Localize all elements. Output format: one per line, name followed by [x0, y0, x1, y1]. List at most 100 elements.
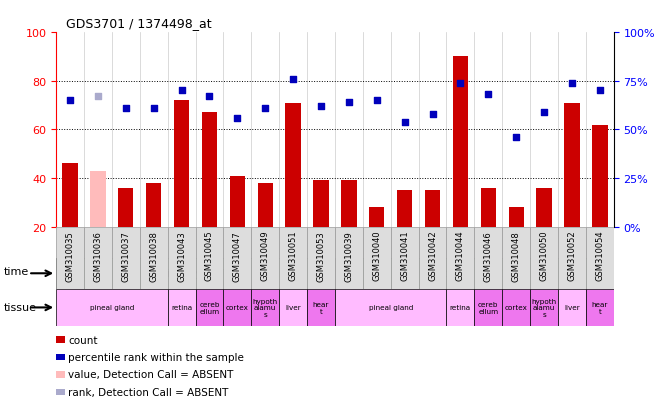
Bar — [257, 183, 273, 227]
Text: GSM310039: GSM310039 — [345, 230, 353, 281]
FancyBboxPatch shape — [84, 227, 112, 289]
Point — [511, 135, 521, 141]
Bar — [314, 181, 329, 227]
Bar — [369, 208, 384, 227]
Point — [288, 76, 298, 83]
Point — [595, 88, 605, 95]
Text: GSM310043: GSM310043 — [177, 230, 186, 281]
Text: value, Detection Call = ABSENT: value, Detection Call = ABSENT — [68, 370, 234, 380]
FancyBboxPatch shape — [530, 289, 558, 326]
Text: GSM310041: GSM310041 — [400, 230, 409, 281]
Text: midnight (ZT19): midnight (ZT19) — [429, 268, 520, 279]
FancyBboxPatch shape — [530, 227, 558, 289]
Text: GSM310053: GSM310053 — [317, 230, 325, 281]
FancyBboxPatch shape — [140, 227, 168, 289]
Text: rank, Detection Call = ABSENT: rank, Detection Call = ABSENT — [68, 387, 228, 397]
Point — [121, 105, 131, 112]
Bar — [174, 101, 189, 227]
Text: cortex: cortex — [505, 305, 527, 311]
Text: GSM310050: GSM310050 — [540, 230, 548, 281]
Bar — [146, 183, 161, 227]
FancyBboxPatch shape — [363, 227, 391, 289]
FancyBboxPatch shape — [335, 227, 363, 289]
Text: hear
t: hear t — [591, 301, 608, 314]
FancyBboxPatch shape — [475, 289, 502, 326]
Point — [204, 94, 214, 100]
Text: pineal gland: pineal gland — [90, 305, 134, 311]
Text: cereb
ellum: cereb ellum — [199, 301, 220, 314]
Text: tissue: tissue — [3, 303, 36, 313]
FancyBboxPatch shape — [223, 227, 251, 289]
Bar — [286, 103, 301, 227]
Text: pineal gland: pineal gland — [368, 305, 413, 311]
Bar — [230, 176, 245, 227]
Text: liver: liver — [564, 305, 580, 311]
Text: time: time — [3, 267, 28, 277]
Text: retina: retina — [450, 305, 471, 311]
Bar — [592, 125, 607, 227]
Text: liver: liver — [285, 305, 301, 311]
Bar — [425, 191, 440, 227]
FancyBboxPatch shape — [558, 289, 586, 326]
Point — [232, 115, 243, 122]
Text: GSM310049: GSM310049 — [261, 230, 270, 281]
FancyBboxPatch shape — [251, 289, 279, 326]
Point — [427, 111, 438, 118]
Point — [539, 109, 549, 116]
Text: GSM310042: GSM310042 — [428, 230, 437, 281]
Text: count: count — [68, 335, 98, 345]
Point — [399, 119, 410, 126]
Text: GDS3701 / 1374498_at: GDS3701 / 1374498_at — [66, 17, 212, 29]
Text: GSM310037: GSM310037 — [121, 230, 130, 281]
Point — [92, 94, 103, 100]
Text: GSM310052: GSM310052 — [568, 230, 576, 281]
Bar — [118, 188, 133, 227]
Text: hypoth
alamu
s: hypoth alamu s — [253, 298, 278, 317]
FancyBboxPatch shape — [279, 227, 307, 289]
FancyBboxPatch shape — [168, 289, 195, 326]
FancyBboxPatch shape — [307, 227, 335, 289]
Bar — [341, 181, 356, 227]
Point — [65, 97, 75, 104]
Point — [176, 88, 187, 95]
Bar — [453, 57, 468, 227]
FancyBboxPatch shape — [168, 227, 195, 289]
Bar — [509, 208, 524, 227]
Text: GSM310040: GSM310040 — [372, 230, 381, 281]
FancyBboxPatch shape — [475, 227, 502, 289]
Point — [372, 97, 382, 104]
FancyBboxPatch shape — [446, 227, 475, 289]
Point — [315, 104, 326, 110]
FancyBboxPatch shape — [391, 227, 418, 289]
FancyBboxPatch shape — [112, 227, 140, 289]
FancyBboxPatch shape — [279, 289, 307, 326]
Text: GSM310036: GSM310036 — [94, 230, 102, 281]
Text: cereb
ellum: cereb ellum — [478, 301, 498, 314]
Text: retina: retina — [171, 305, 192, 311]
Text: GSM310044: GSM310044 — [456, 230, 465, 281]
FancyBboxPatch shape — [418, 227, 446, 289]
FancyBboxPatch shape — [56, 227, 84, 289]
FancyBboxPatch shape — [335, 289, 446, 326]
FancyBboxPatch shape — [195, 289, 223, 326]
Text: GSM310045: GSM310045 — [205, 230, 214, 281]
Bar — [537, 188, 552, 227]
Point — [567, 80, 578, 87]
Text: percentile rank within the sample: percentile rank within the sample — [68, 352, 244, 362]
FancyBboxPatch shape — [586, 227, 614, 289]
Text: GSM310038: GSM310038 — [149, 230, 158, 281]
FancyBboxPatch shape — [251, 227, 279, 289]
Bar — [202, 113, 217, 227]
FancyBboxPatch shape — [195, 227, 223, 289]
FancyBboxPatch shape — [502, 227, 530, 289]
Text: GSM310054: GSM310054 — [595, 230, 605, 281]
FancyBboxPatch shape — [446, 289, 475, 326]
Point — [260, 105, 271, 112]
Text: cortex: cortex — [226, 305, 249, 311]
Text: GSM310046: GSM310046 — [484, 230, 493, 281]
FancyBboxPatch shape — [56, 258, 335, 289]
Bar — [90, 171, 106, 227]
FancyBboxPatch shape — [223, 289, 251, 326]
FancyBboxPatch shape — [56, 289, 168, 326]
FancyBboxPatch shape — [335, 258, 614, 289]
